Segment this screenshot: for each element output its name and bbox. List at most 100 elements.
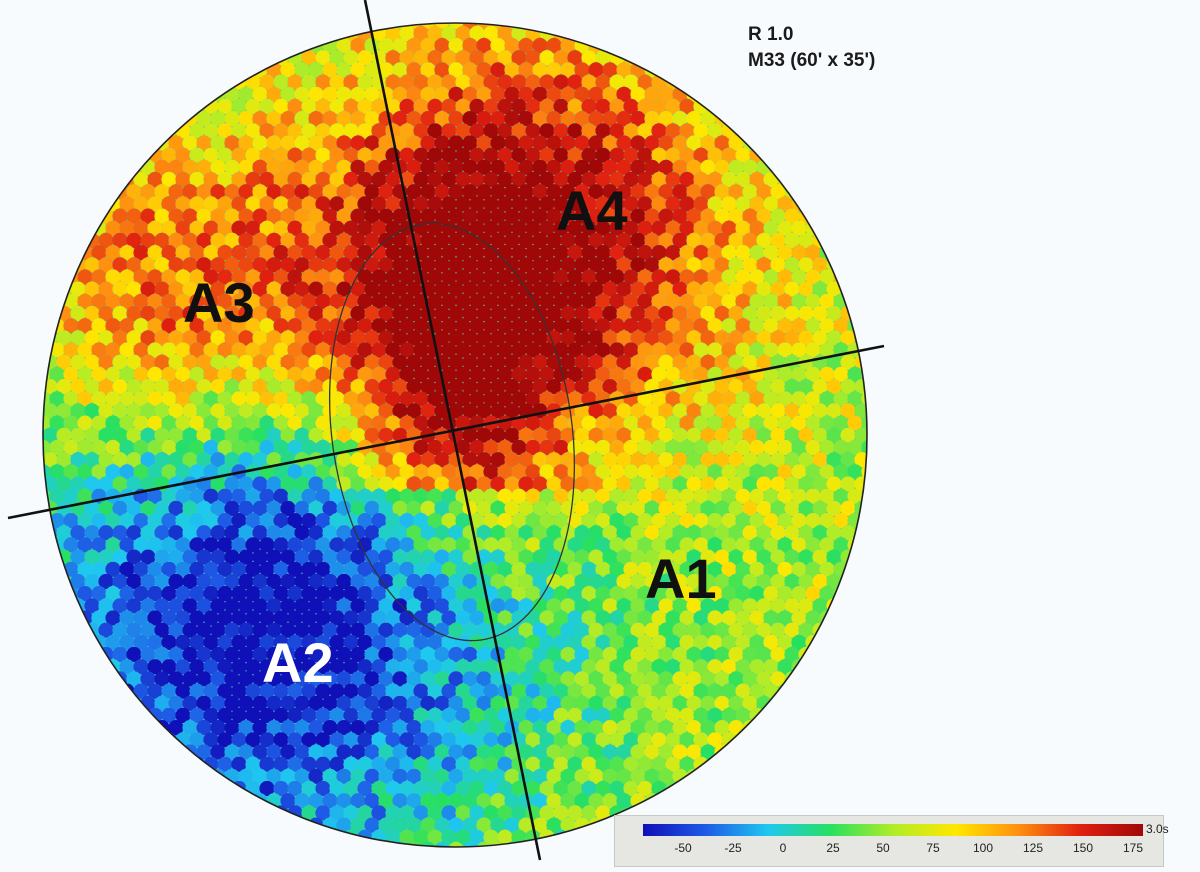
hex-cell [805, 586, 821, 602]
hex-cell [371, 561, 387, 577]
hex-cell [497, 342, 513, 358]
hex-cell [441, 439, 457, 456]
hex-cell [196, 744, 212, 760]
hex-cell [126, 500, 142, 516]
hex-cell [259, 513, 275, 529]
hex-cell [469, 780, 485, 797]
hex-cell [49, 561, 65, 577]
hex-cell [672, 646, 688, 663]
hex-cell [140, 257, 156, 273]
hex-cell [658, 305, 674, 322]
hex-cell [532, 184, 548, 200]
hex-cell [462, 476, 478, 492]
hex-cell [588, 62, 604, 78]
hex-cell [581, 586, 597, 602]
hex-cell [329, 537, 345, 553]
hex-cell [476, 257, 492, 273]
hex-cell [112, 232, 128, 248]
hex-cell [539, 805, 555, 821]
hex-cell [630, 744, 646, 760]
hex-cell [392, 330, 408, 346]
hex-cell [784, 573, 800, 590]
hex-cell [574, 232, 590, 248]
hex-cell [448, 817, 464, 833]
hex-cell [210, 500, 226, 516]
hex-cell [350, 622, 366, 638]
hex-cell [623, 780, 639, 797]
hex-cell [70, 452, 86, 468]
hex-cell [497, 123, 513, 139]
hex-cell [294, 793, 310, 809]
hex-cell [679, 732, 695, 748]
hex-cell [784, 500, 800, 516]
hex-cell [245, 245, 261, 261]
hex-cell [805, 318, 821, 334]
hex-cell [490, 86, 506, 102]
hex-cell [588, 695, 604, 711]
hex-cell [385, 805, 401, 821]
hex-cell [364, 671, 380, 687]
hex-cell [532, 86, 548, 102]
hex-cell [441, 245, 457, 261]
hex-cell [266, 525, 282, 541]
hex-cell [455, 342, 471, 358]
hex-cell [217, 74, 233, 90]
hex-cell [462, 622, 478, 638]
hex-cell [483, 439, 499, 456]
hex-cell [308, 598, 324, 614]
hex-cell [714, 232, 730, 248]
hex-cell [392, 793, 408, 809]
hex-cell [420, 793, 436, 809]
hex-cell [175, 391, 191, 407]
hex-cell [140, 184, 156, 200]
hex-cell [252, 695, 268, 711]
hex-cell [728, 135, 744, 151]
info-resolution: R 1.0 [748, 24, 794, 45]
hex-cell [133, 634, 149, 651]
hex-cell [420, 720, 436, 736]
hex-cell [434, 500, 450, 516]
hex-cell [154, 305, 170, 322]
colorbar-tick-label: 150 [1072, 841, 1094, 855]
hex-cell [182, 525, 198, 541]
hex-cell [245, 293, 261, 309]
hex-cell [420, 500, 436, 516]
hex-cell [721, 147, 737, 163]
hex-cell [567, 756, 583, 772]
hex-cell [308, 793, 324, 809]
hex-cell [315, 513, 331, 529]
hex-cell [567, 293, 583, 309]
hex-cell [392, 452, 408, 468]
hex-cell [651, 439, 667, 456]
hex-cell [364, 208, 380, 224]
hex-cell [308, 354, 324, 370]
hex-cell [168, 208, 184, 224]
hex-cell [672, 671, 688, 687]
hex-cell [364, 598, 380, 614]
hex-cell [763, 488, 779, 504]
hex-cell [357, 707, 373, 724]
hex-cell [616, 354, 632, 370]
hex-cell [616, 525, 632, 541]
hex-cell [399, 318, 415, 334]
hex-cell [182, 695, 198, 711]
hex-cell [490, 817, 506, 833]
hex-cell [469, 756, 485, 772]
hex-cell [161, 293, 177, 309]
hex-cell [308, 135, 324, 151]
hex-cell [504, 305, 520, 322]
hex-cell [329, 659, 345, 675]
hex-cell [154, 232, 170, 248]
hex-cell [343, 756, 359, 772]
hex-cell [462, 720, 478, 736]
hex-cell [497, 732, 513, 748]
hex-cell [301, 171, 317, 188]
hex-cell [728, 598, 744, 614]
hex-cell [203, 488, 219, 504]
hex-cell [840, 525, 856, 541]
hex-cell [301, 342, 317, 358]
hex-cell [595, 318, 611, 334]
hex-cell [98, 379, 114, 395]
hex-cell [280, 768, 296, 784]
hex-cell [665, 464, 681, 480]
